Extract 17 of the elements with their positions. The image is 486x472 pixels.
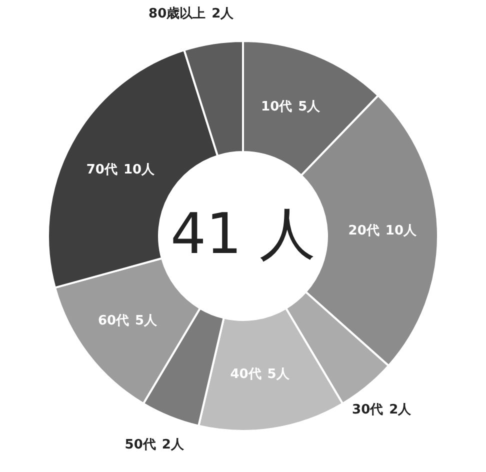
data-label: 5人 <box>135 314 158 329</box>
slice-label: 30代 <box>352 402 384 418</box>
slice-label: 80歳以上 <box>148 6 206 22</box>
slice-label: 40代 <box>230 366 262 382</box>
data-label: 2人 <box>389 402 412 418</box>
slice-label: 70代 <box>86 162 118 178</box>
data-label: 2人 <box>162 438 185 453</box>
data-label: 10人 <box>385 224 418 239</box>
slice-label: 50代 <box>124 438 156 453</box>
data-label: 5人 <box>298 100 322 115</box>
slice-label: 10代 <box>261 100 292 115</box>
data-label: 10人 <box>123 162 156 178</box>
text: 41 人 <box>170 202 316 267</box>
data-label: 2人 <box>212 6 235 22</box>
slice-label: 20代 <box>348 224 380 239</box>
data-label: 5人 <box>267 366 290 382</box>
slice-label: 60代 <box>98 314 130 329</box>
